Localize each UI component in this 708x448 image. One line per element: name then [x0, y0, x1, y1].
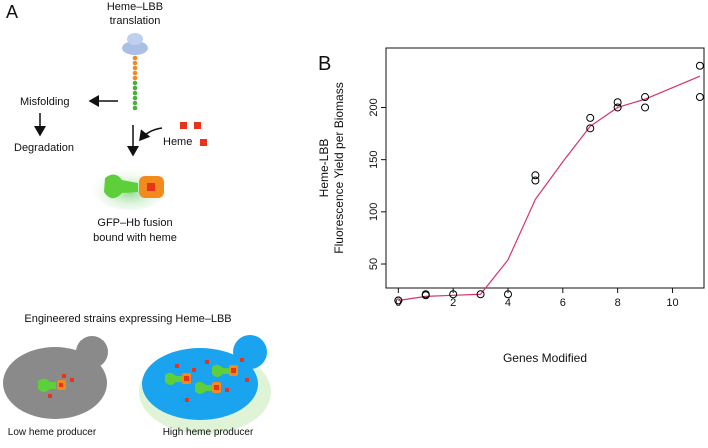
- point: [586, 113, 595, 122]
- panel-b: B Genes Modified Heme-LBB Fluorescence Y…: [317, 47, 705, 365]
- point: [695, 93, 704, 102]
- x-tick-label: 0: [395, 297, 401, 309]
- point: [613, 103, 622, 112]
- plot-frame: [385, 47, 705, 289]
- fit-line: [398, 75, 701, 302]
- strains-title: Engineered strains expressing Heme–LBB: [24, 313, 231, 325]
- point: [394, 296, 403, 305]
- point: [531, 176, 540, 185]
- high-label: High heme producer: [163, 427, 254, 438]
- x-tick-label: 6: [560, 297, 566, 309]
- x-tick-label: 8: [615, 297, 621, 309]
- gfp: [104, 174, 138, 199]
- y-tick-label: 50: [368, 258, 380, 270]
- panel-a: A Heme–LBB translation Misfolding Degrad…: [3, 1, 271, 438]
- translation-label: Heme–LBB: [107, 1, 163, 13]
- heme-icon: [194, 122, 201, 129]
- misfolding-label: Misfolding: [20, 96, 70, 108]
- x-tick-label: 10: [666, 297, 678, 309]
- point: [503, 290, 512, 299]
- heme-icon: [200, 139, 207, 146]
- heme-icon: [180, 122, 187, 129]
- panel-label: A: [6, 2, 18, 22]
- point: [641, 103, 650, 112]
- y-tick-label: 150: [368, 150, 380, 168]
- translation-label: translation: [110, 15, 161, 27]
- heme-icon: [147, 183, 155, 191]
- gfp: [38, 378, 56, 392]
- heme-icon: [59, 383, 63, 387]
- point: [421, 290, 430, 299]
- point: [586, 124, 595, 133]
- fusion-label: bound with heme: [93, 232, 177, 244]
- heme-label: Heme: [163, 136, 192, 148]
- peptide-chain: [132, 55, 138, 111]
- y-tick-label: 200: [368, 98, 380, 116]
- point: [641, 93, 650, 102]
- x-tick-label: 4: [505, 297, 511, 309]
- arrow: [139, 127, 163, 142]
- degradation-label: Degradation: [14, 142, 74, 154]
- y-axis-title: Heme-LBB: [317, 139, 331, 198]
- point: [531, 171, 540, 180]
- y-tick-label: 100: [368, 203, 380, 221]
- point: [476, 290, 485, 299]
- ribosome: [127, 33, 143, 45]
- x-axis-title: Genes Modified: [503, 351, 587, 365]
- heme-icon: [62, 374, 66, 378]
- point: [695, 61, 704, 70]
- y-axis-title: Fluorescence Yield per Biomass: [332, 82, 346, 253]
- point: [613, 98, 622, 107]
- heme-icon: [70, 378, 74, 382]
- panel-label: B: [318, 53, 331, 75]
- ribosome: [122, 41, 148, 55]
- low-label: Low heme producer: [8, 427, 97, 438]
- heme-icon: [48, 394, 52, 398]
- point: [449, 290, 458, 299]
- fusion-label: GFP–Hb fusion: [97, 217, 172, 229]
- fusion-proteins: [165, 358, 249, 402]
- x-tick-label: 2: [450, 297, 456, 309]
